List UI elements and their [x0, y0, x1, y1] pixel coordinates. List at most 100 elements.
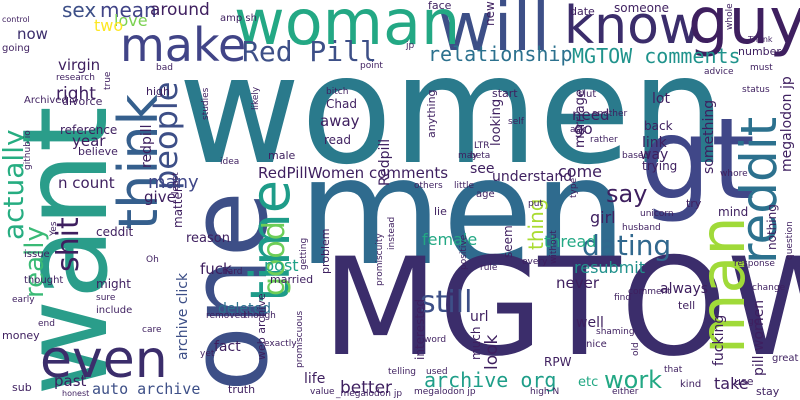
word-men: men [298, 126, 628, 298]
word-though: though [244, 311, 276, 321]
word-will: will [438, 0, 551, 67]
word-married: married [270, 273, 314, 286]
word-new: new [483, 1, 497, 26]
word-whole: whole [725, 3, 735, 30]
word-way: way [640, 147, 669, 163]
word-around: around [150, 0, 210, 20]
word-auto-archive: auto archive [92, 380, 201, 398]
word-believe: believe [78, 145, 118, 158]
word-n-count: n count [58, 174, 115, 192]
word-lot: lot [652, 91, 670, 107]
word-instead: instead [387, 216, 397, 250]
word-two: two [94, 16, 124, 35]
word-promiscuity: promiscuity [375, 233, 385, 286]
word-much: much [469, 326, 483, 361]
word-shaming: shaming [596, 327, 635, 337]
word-now: now [17, 25, 48, 43]
word-least: least [171, 172, 181, 194]
word-comment: comment [628, 287, 671, 297]
word-thread: thread [544, 232, 597, 251]
word-better: better [340, 378, 393, 398]
word-mean: mean [100, 0, 157, 22]
word-ask: ask [570, 125, 586, 135]
word-dating: dating [582, 229, 672, 262]
word-chad: Chad [326, 97, 357, 111]
word-husband: husband [622, 223, 661, 233]
word-rather: rather [590, 135, 618, 145]
word-might: might [96, 277, 131, 291]
word-either: either [612, 387, 639, 397]
word-ltr: LTR [474, 141, 490, 151]
word-looking: looking [489, 98, 504, 146]
word-away: away [320, 112, 360, 130]
word-end: end [38, 319, 55, 329]
word-divorce: divorce [62, 95, 103, 108]
word-someone: someone [614, 1, 669, 15]
word-understand: understand [492, 169, 573, 185]
word-true: true [103, 71, 113, 90]
word-without: without [549, 230, 559, 264]
word-sure: sure [96, 293, 116, 303]
word-megalodon-jp-underscore: _megalodon jp [336, 389, 403, 399]
word-amp-sh: amp sh [220, 13, 257, 24]
word-women: women [178, 24, 726, 198]
word-rpw: RPW [544, 355, 572, 369]
word-nice: nice [586, 339, 607, 350]
word-exactly: exactly [264, 339, 297, 349]
word-mind: mind [718, 205, 749, 219]
word-github-io: github io [23, 130, 33, 170]
word-research: research [56, 73, 95, 83]
word-problem: problem [319, 228, 332, 274]
word-back: back [644, 119, 673, 133]
word-take: take [714, 374, 749, 393]
word-come: come [558, 162, 603, 181]
word-read: read [324, 133, 352, 147]
word-self: self [508, 117, 524, 127]
word-advice: advice [704, 67, 734, 77]
word-relationship: relationship [428, 42, 573, 66]
word-etc: etc [578, 375, 599, 390]
word-gt: gt [640, 95, 756, 225]
word-yet: yet [200, 349, 215, 359]
word-work: work [604, 366, 663, 394]
word-got: got [748, 317, 763, 327]
word-try: try [686, 197, 702, 210]
word-resubmit: resubmit [574, 258, 646, 277]
word-archive-org: archive org [424, 368, 557, 392]
word-megalodon-jp-small: megalodon jp [414, 387, 476, 397]
word-yes: Yes [49, 221, 59, 236]
word-ceddit: ceddit [96, 225, 134, 239]
word-never: never [556, 274, 600, 292]
word-red-pill: Red Pill [242, 35, 377, 68]
word-control: control [2, 15, 30, 24]
word-link: link [642, 135, 667, 151]
word-always: always [660, 281, 709, 297]
word-seem: seem [501, 225, 515, 258]
word-another: another [592, 109, 628, 119]
word-others: others [414, 181, 443, 191]
word-see: see [470, 161, 495, 177]
word-based: based [622, 151, 650, 161]
word-sub: sub [12, 381, 32, 394]
word-rule: rule [480, 263, 498, 273]
word-many: many [148, 172, 199, 193]
word-mgtow-comments: MGTOW comments [572, 44, 741, 68]
word-archived: Archived [24, 95, 68, 106]
word-early: early [12, 295, 35, 305]
word-value: value [310, 387, 335, 397]
word-virgin: virgin [58, 56, 101, 74]
word-life: life [304, 371, 326, 387]
word-give: give [144, 188, 176, 206]
word-know: know [564, 0, 702, 56]
word-number: number [738, 45, 781, 58]
word-little: little [454, 181, 475, 191]
word-jp: jp [406, 41, 415, 51]
word-still: still [420, 285, 473, 320]
word-fucking: fucking [711, 314, 727, 366]
word-face: face [428, 0, 452, 12]
word-likely: likely [251, 86, 261, 110]
word-deleted: deleted [218, 301, 271, 317]
word-removed: removed [206, 311, 246, 321]
word-woman: woman [234, 0, 461, 59]
